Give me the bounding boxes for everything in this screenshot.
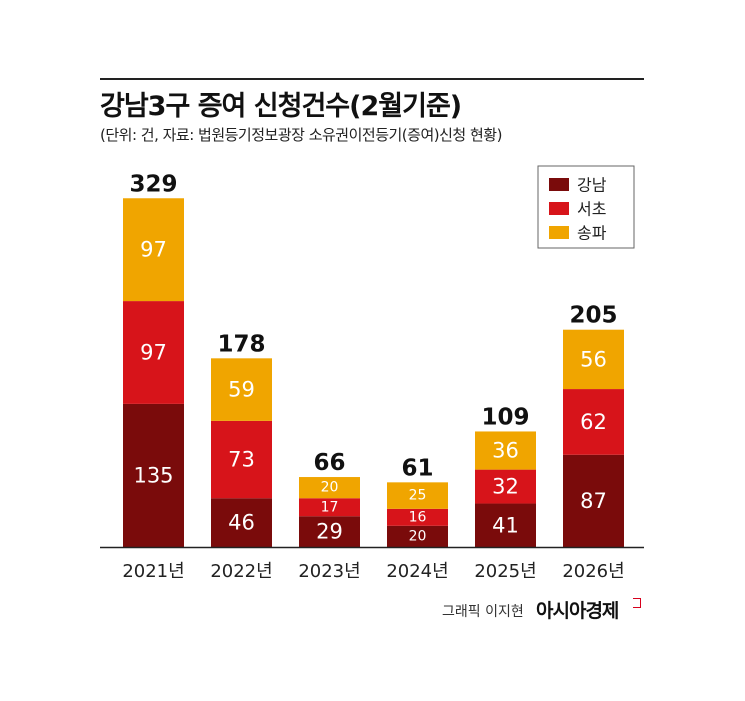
data-label: 56: [580, 347, 607, 371]
total-label: 66: [313, 450, 345, 476]
chart-subtitle: (단위: 건, 자료: 법원등기정보광장 소유권이전등기(증여)신청 현황): [100, 126, 502, 144]
data-label: 36: [492, 439, 519, 463]
data-label: 29: [316, 520, 343, 544]
data-label: 62: [580, 410, 607, 434]
data-label: 20: [321, 480, 339, 496]
chart-title: 강남3구 증여 신청건수(2월기준): [100, 91, 462, 122]
bar-segment: [387, 525, 448, 547]
data-label: 73: [228, 448, 255, 472]
data-label: 59: [228, 378, 255, 402]
bar-segment: [387, 482, 448, 509]
total-label: 109: [481, 404, 529, 430]
legend-swatch: [549, 178, 569, 191]
bar-segment: [123, 301, 184, 404]
legend-swatch: [549, 226, 569, 239]
brand-mark-icon: [633, 598, 641, 608]
bar-segment: [123, 403, 184, 547]
bar-segment: [563, 329, 624, 390]
data-label: 41: [492, 513, 519, 537]
data-label: 87: [580, 489, 607, 513]
x-tick-label: 2021년: [122, 561, 184, 582]
data-label: 25: [409, 488, 427, 504]
bar-segment: [563, 454, 624, 547]
bar-segment: [299, 477, 360, 499]
x-tick-label: 2024년: [386, 561, 448, 582]
data-label: 97: [140, 238, 167, 262]
x-tick-label: 2023년: [298, 561, 360, 582]
total-label: 178: [217, 331, 265, 357]
bar-segment: [387, 508, 448, 526]
data-label: 17: [321, 499, 339, 515]
bar-segment: [475, 503, 536, 547]
x-tick-label: 2026년: [562, 561, 624, 582]
data-label: 16: [409, 509, 427, 525]
total-label: 61: [401, 455, 433, 481]
bar-segment: [299, 516, 360, 547]
data-label: 97: [140, 340, 167, 364]
graphic-credit: 그래픽 이지현: [442, 604, 524, 620]
bar-segment: [123, 198, 184, 302]
data-label: 46: [228, 511, 255, 535]
total-label: 329: [129, 171, 177, 197]
legend-label: 송파: [577, 224, 607, 243]
bar-segment: [211, 420, 272, 499]
title-rule: [100, 78, 644, 80]
legend-label: 서초: [577, 200, 606, 219]
bar-segment: [211, 498, 272, 547]
data-label: 20: [409, 528, 427, 544]
legend-swatch: [549, 202, 569, 215]
bar-segment: [475, 469, 536, 504]
bar-segment: [211, 358, 272, 421]
bar-segment: [563, 389, 624, 455]
data-label: 135: [133, 463, 173, 487]
bar-segment: [299, 498, 360, 517]
total-label: 205: [569, 303, 617, 329]
legend-label: 강남: [577, 176, 607, 195]
data-label: 32: [492, 475, 519, 499]
x-tick-label: 2022년: [210, 561, 272, 582]
x-tick-label: 2025년: [474, 561, 536, 582]
bar-segment: [475, 431, 536, 470]
brand-logo: 아시아경제: [536, 600, 619, 622]
